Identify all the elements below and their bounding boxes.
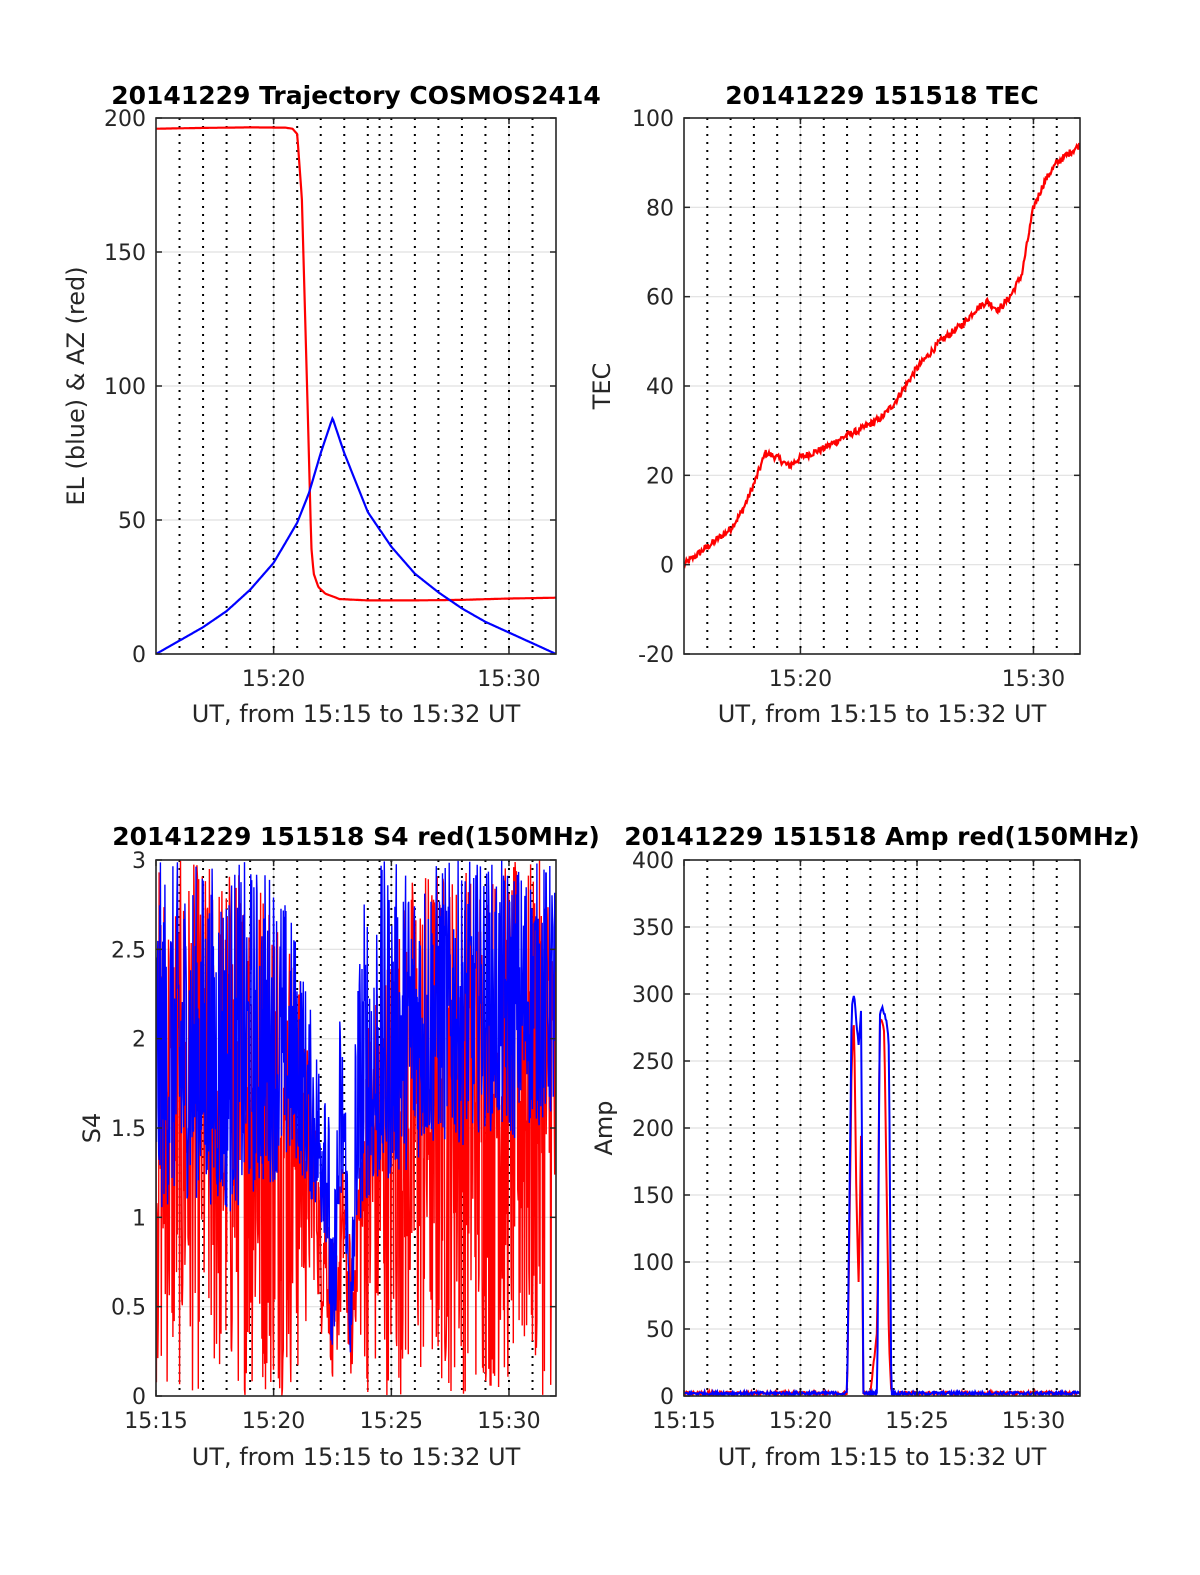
panel-tec: 20141229 151518 TEC UT, from 15:15 to 15…	[588, 81, 1081, 728]
y-tick-label: 0	[132, 1385, 146, 1410]
plot-area: -20 0 20 40 60 80 100 15:20 15:30	[632, 107, 1081, 692]
x-tick-label: 15:25	[360, 1409, 423, 1434]
y-tick-label: 3	[132, 849, 146, 874]
panel-s4: 20141229 151518 S4 red(150MHz) UT, from …	[78, 822, 600, 1471]
series-line-blue	[684, 995, 1080, 1396]
y-axis-label: Amp	[590, 1100, 618, 1155]
series-group	[156, 860, 556, 1396]
plot-area: 0 50 100 150 200 250 300 350 400 15:15 15:20 15:25 1…	[632, 849, 1081, 1434]
y-tick-label: 0	[660, 1385, 674, 1410]
x-tick-label: 15:20	[769, 1409, 832, 1434]
y-tick-label: 300	[632, 983, 674, 1008]
x-tick-label: 15:30	[1002, 1409, 1065, 1434]
y-tick-label: 350	[632, 916, 674, 941]
panel-amp: 20141229 151518 Amp red(150MHz) UT, from…	[590, 822, 1140, 1471]
y-axis-label: EL (blue) & AZ (red)	[62, 266, 90, 505]
chart-title: 20141229 151518 S4 red(150MHz)	[112, 822, 600, 851]
x-tick-label: 15:15	[124, 1409, 187, 1434]
y-tick-label: 100	[104, 375, 146, 400]
series-line-red	[684, 142, 1080, 569]
panel-trajectory: 20141229 Trajectory COSMOS2414 UT, from …	[62, 81, 601, 728]
y-tick-label: 50	[118, 509, 146, 534]
y-tick-label: 200	[104, 107, 146, 132]
chart-title: 20141229 151518 Amp red(150MHz)	[624, 822, 1140, 851]
x-tick-label: 15:30	[477, 667, 540, 692]
series-line-red	[684, 1018, 1080, 1396]
y-tick-label: 200	[632, 1117, 674, 1142]
y-tick-label: 250	[632, 1050, 674, 1075]
y-axis-label: TEC	[588, 363, 616, 411]
y-tick-label: 150	[104, 241, 146, 266]
series-group	[684, 142, 1080, 569]
y-tick-label: 20	[646, 464, 674, 489]
series-group	[684, 995, 1080, 1396]
y-tick-label: 0.5	[111, 1296, 146, 1321]
y-tick-label: 2	[132, 1028, 146, 1053]
x-tick-label: 15:20	[242, 667, 305, 692]
series-line-blue	[156, 415, 556, 654]
y-tick-label: 0	[660, 554, 674, 579]
series-group	[156, 126, 556, 654]
x-axis-label: UT, from 15:15 to 15:32 UT	[192, 700, 521, 728]
x-tick-label: 15:30	[1002, 667, 1065, 692]
x-tick-label: 15:25	[885, 1409, 948, 1434]
y-tick-label: 100	[632, 1251, 674, 1276]
series-line-blue	[156, 860, 556, 1353]
x-axis-label: UT, from 15:15 to 15:32 UT	[718, 1443, 1047, 1471]
plot-area: 0 0.5 1 1.5 2 2.5 3 15:15 15:20 15:25 15:30	[111, 849, 557, 1434]
y-tick-label: 400	[632, 849, 674, 874]
y-tick-label: 2.5	[111, 938, 146, 963]
x-tick-label: 15:20	[769, 667, 832, 692]
y-tick-label: 1	[132, 1206, 146, 1231]
y-tick-label: -20	[638, 643, 674, 668]
x-tick-label: 15:15	[652, 1409, 715, 1434]
x-tick-label: 15:30	[477, 1409, 540, 1434]
x-tick-label: 15:20	[242, 1409, 305, 1434]
y-axis-label: S4	[78, 1113, 106, 1144]
series-line-red	[156, 126, 556, 602]
y-tick-label: 100	[632, 107, 674, 132]
y-tick-label: 0	[132, 643, 146, 668]
y-tick-label: 80	[646, 196, 674, 221]
x-axis-label: UT, from 15:15 to 15:32 UT	[718, 700, 1047, 728]
y-tick-label: 60	[646, 286, 674, 311]
plot-area: 0 50 100 150 200 15:20 15:30	[104, 107, 557, 692]
chart-title: 20141229 151518 TEC	[725, 81, 1038, 110]
y-tick-label: 1.5	[111, 1117, 146, 1142]
y-tick-label: 50	[646, 1318, 674, 1343]
y-tick-label: 150	[632, 1184, 674, 1209]
chart-title: 20141229 Trajectory COSMOS2414	[111, 81, 601, 110]
x-axis-label: UT, from 15:15 to 15:32 UT	[192, 1443, 521, 1471]
y-tick-label: 40	[646, 375, 674, 400]
